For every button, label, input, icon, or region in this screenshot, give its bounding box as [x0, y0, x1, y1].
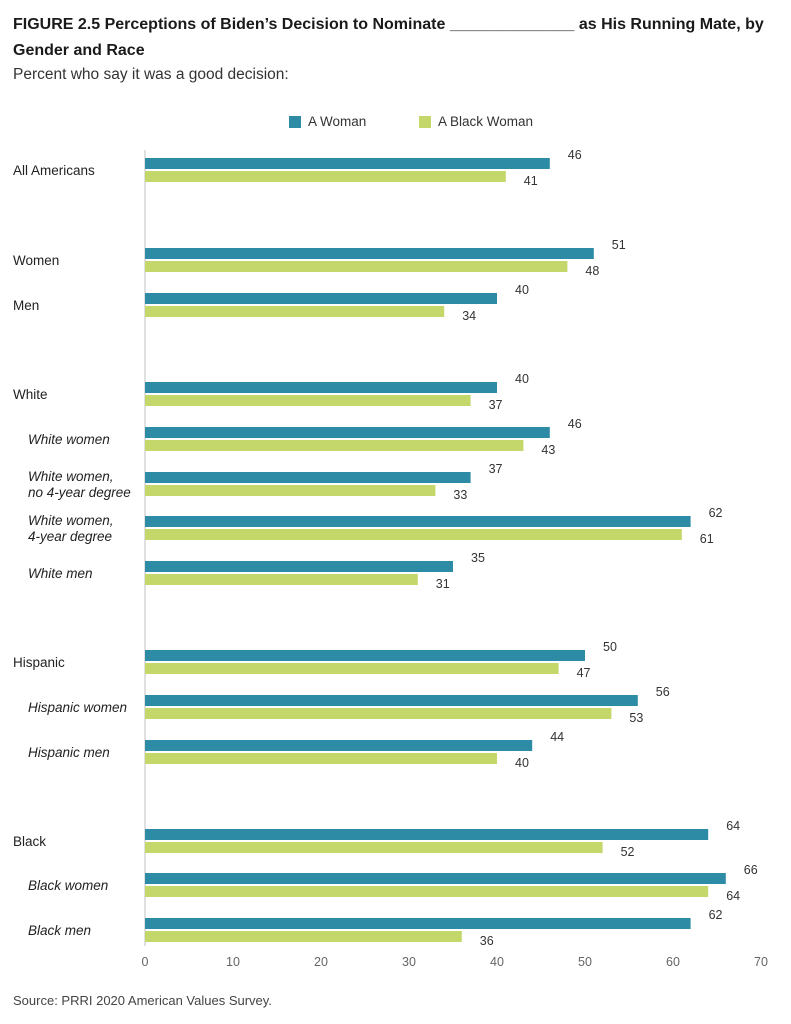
legend: A Woman A Black Woman [0, 114, 791, 132]
bar-a-black-woman [145, 842, 603, 853]
x-tick-label: 20 [314, 955, 328, 969]
bar-a-black-woman [145, 306, 445, 317]
category-label-line: White women, [28, 469, 114, 484]
value-label: 31 [436, 577, 450, 591]
value-label: 40 [515, 283, 529, 297]
category-label: Women [13, 253, 59, 268]
value-label: 66 [744, 863, 758, 877]
category-label: Black men [28, 923, 91, 938]
value-label: 35 [471, 551, 485, 565]
category-label-line: White women, [28, 513, 114, 528]
category-label: White women, 4-year degree [28, 513, 114, 544]
value-label: 48 [585, 264, 599, 278]
category-label: Hispanic [13, 655, 65, 670]
legend-item-a-woman: A Woman [289, 114, 366, 129]
bar-a-woman [145, 650, 585, 661]
chart-title: FIGURE 2.5 Perceptions of Biden’s Decisi… [13, 16, 764, 59]
bar-a-woman [145, 516, 691, 527]
bar-a-woman [145, 695, 638, 706]
value-label: 43 [541, 443, 555, 457]
bar-a-black-woman [145, 261, 568, 272]
x-tick-label: 40 [490, 955, 504, 969]
x-tick-label: 70 [754, 955, 768, 969]
value-label: 44 [550, 730, 564, 744]
value-label: 50 [603, 640, 617, 654]
category-label-line: no 4-year degree [28, 485, 131, 500]
bar-a-black-woman [145, 171, 506, 182]
value-label: 46 [568, 417, 582, 431]
bar-a-black-woman [145, 440, 524, 451]
bar-a-black-woman [145, 574, 418, 585]
bar-a-black-woman [145, 485, 436, 496]
value-label: 46 [568, 148, 582, 162]
bar-a-black-woman [145, 708, 612, 719]
bar-a-black-woman [145, 753, 497, 764]
value-label: 37 [489, 398, 503, 412]
value-label: 64 [726, 819, 740, 833]
category-label: Hispanic women [28, 700, 127, 715]
bar-a-woman [145, 293, 497, 304]
source-note: Source: PRRI 2020 American Values Survey… [13, 993, 272, 1008]
value-label: 47 [577, 666, 591, 680]
category-label: Hispanic men [28, 745, 110, 760]
bar-a-black-woman [145, 529, 682, 540]
value-label: 62 [709, 908, 723, 922]
category-label: White women, no 4-year degree [28, 469, 131, 500]
value-label: 33 [453, 488, 467, 502]
bar-a-black-woman [145, 395, 471, 406]
legend-item-a-black-woman: A Black Woman [419, 114, 533, 129]
value-label: 40 [515, 756, 529, 770]
value-label: 52 [621, 845, 635, 859]
bar-a-woman [145, 382, 497, 393]
bar-a-woman [145, 918, 691, 929]
bar-a-woman [145, 427, 550, 438]
legend-swatch-a-black-woman [419, 115, 431, 128]
x-tick-label: 30 [402, 955, 416, 969]
value-label: 40 [515, 372, 529, 386]
bar-a-woman [145, 158, 550, 169]
x-tick-label: 10 [226, 955, 240, 969]
value-label: 56 [656, 685, 670, 699]
value-label: 41 [524, 174, 538, 188]
x-tick-label: 50 [578, 955, 592, 969]
bar-a-woman [145, 561, 453, 572]
category-label-line: 4-year degree [28, 529, 112, 544]
x-tick-label: 60 [666, 955, 680, 969]
bar-a-woman [145, 472, 471, 483]
bar-a-black-woman [145, 663, 559, 674]
value-label: 64 [726, 889, 740, 903]
x-tick-label: 0 [142, 955, 149, 969]
bar-a-woman [145, 740, 533, 751]
legend-label-a-woman: A Woman [308, 114, 367, 129]
category-label: White [13, 387, 48, 402]
bar-a-woman [145, 873, 726, 884]
category-label: Black [13, 834, 46, 849]
value-label: 51 [612, 238, 626, 252]
category-label: Black women [28, 878, 108, 893]
value-label: 62 [709, 506, 723, 520]
category-label: Men [13, 298, 39, 313]
bar-a-black-woman [145, 931, 462, 942]
value-label: 61 [700, 532, 714, 546]
bar-a-woman [145, 829, 709, 840]
bar-a-black-woman [145, 886, 709, 897]
value-label: 53 [629, 711, 643, 725]
legend-label-a-black-woman: A Black Woman [438, 114, 534, 129]
bar-a-woman [145, 248, 594, 259]
legend-swatch-a-woman [289, 115, 301, 128]
value-label: 37 [489, 462, 503, 476]
value-label: 36 [480, 934, 494, 948]
value-label: 34 [462, 309, 476, 323]
category-label: White men [28, 566, 93, 581]
chart-subtitle: Percent who say it was a good decision: [13, 66, 289, 83]
category-label: White women [28, 432, 110, 447]
category-label: All Americans [13, 163, 95, 178]
